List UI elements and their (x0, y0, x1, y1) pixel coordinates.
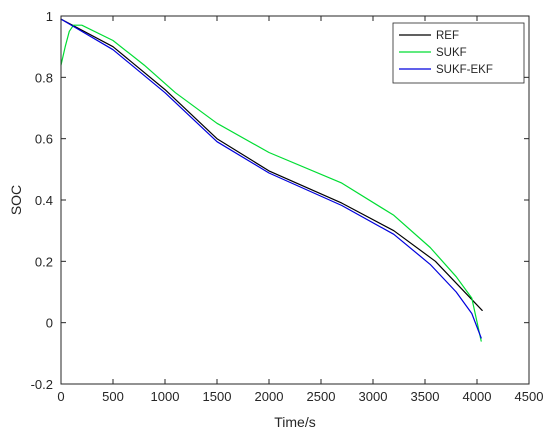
x-tick-label: 4500 (515, 389, 544, 404)
legend-label-ref: REF (436, 30, 459, 42)
legend-label-sukf-ekf: SUKF-EKF (436, 64, 493, 76)
x-tick-label: 3500 (411, 389, 440, 404)
y-tick-label: -0.2 (31, 377, 53, 392)
tick-layer: 0 500 1000 1500 2000 2500 3000 3500 4000 4500 -0.2… (31, 9, 544, 404)
x-tick-label: 4000 (463, 389, 492, 404)
y-tick-label: 0.6 (35, 132, 53, 147)
series-layer (60, 18, 483, 342)
x-tick-label: 2500 (307, 389, 336, 404)
x-axis-label: Time/s (274, 414, 315, 430)
x-tick-label: 2000 (255, 389, 284, 404)
series-line-sukf-ekf (60, 18, 482, 339)
x-tick-label: 500 (102, 389, 124, 404)
x-tick-label: 1000 (151, 389, 180, 404)
series-line-ref (60, 18, 483, 311)
x-tick-label: 1500 (203, 389, 232, 404)
legend-box (392, 22, 525, 84)
y-tick-label: 0.2 (35, 254, 53, 269)
y-tick-label: 0 (46, 316, 53, 331)
y-tick-label: 0.8 (35, 70, 53, 85)
legend: REF SUKF SUKF-EKF (392, 22, 525, 84)
y-axis-label: SOC (8, 185, 24, 215)
legend-label-sukf: SUKF (436, 47, 467, 59)
x-tick-label: 0 (57, 389, 64, 404)
x-tick-label: 3000 (359, 389, 388, 404)
y-tick-label: 1 (46, 9, 53, 24)
series-line-sukf (60, 24, 482, 342)
y-tick-label: 0.4 (35, 193, 53, 208)
